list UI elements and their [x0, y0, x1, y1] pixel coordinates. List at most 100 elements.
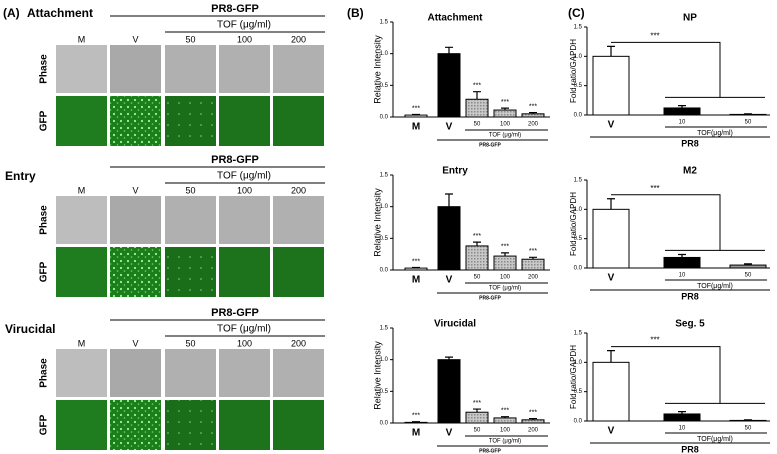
bar [465, 245, 489, 271]
column-label: 200 [291, 34, 306, 44]
x-tick-label: V [446, 275, 453, 286]
significance-label: *** [501, 99, 509, 106]
bar [493, 417, 517, 424]
x-tick-label: 100 [500, 275, 511, 281]
significance-label: *** [650, 184, 659, 193]
significance-label: *** [501, 244, 509, 251]
group-label: PR8-GFP [211, 154, 259, 166]
column-label: 200 [291, 338, 306, 348]
gfp-image [165, 96, 216, 146]
bar [437, 359, 461, 424]
block-title: Virucidal [5, 322, 55, 336]
error-bar [501, 252, 509, 257]
phase-image [219, 45, 270, 93]
error-bar [529, 256, 537, 260]
error-bar [445, 193, 453, 207]
y-tick-label: 0.0 [380, 268, 389, 274]
group-label: PR8-GFP [479, 142, 501, 148]
x-tick-label: 10 [679, 120, 686, 126]
column-label: 200 [291, 185, 306, 195]
y-tick-label: 1.5 [574, 178, 583, 184]
column-label: 100 [237, 338, 252, 348]
x-tick-label: 50 [474, 275, 481, 281]
gfp-image [56, 96, 107, 146]
group-label: PR8 [681, 291, 699, 301]
block-title: Entry [5, 169, 36, 183]
phase-image [219, 349, 270, 397]
error-bar [445, 46, 453, 54]
x-tick-label: 100 [500, 428, 511, 434]
gfp-image [56, 247, 107, 297]
bar [592, 208, 630, 269]
chart-title: Entry [442, 166, 468, 177]
group-label: PR8-GFP [211, 307, 259, 319]
column-label: 50 [185, 338, 195, 348]
significance-label: *** [529, 248, 537, 255]
error-bar [412, 266, 420, 269]
y-tick-label: 1.0 [380, 204, 389, 210]
y-axis-label: Fold ratio/GAPDH [569, 345, 578, 409]
bar [663, 256, 701, 269]
error-bar [744, 419, 752, 421]
group-label: PR8-GFP [479, 448, 501, 454]
bar [521, 258, 545, 271]
y-tick-label: 0.5 [380, 389, 389, 395]
row-label: GFP [39, 261, 50, 282]
bar [465, 411, 489, 424]
bar [521, 419, 545, 424]
y-tick-label: 1.0 [574, 360, 583, 366]
bar [465, 98, 489, 118]
y-tick-label: 0.0 [380, 421, 389, 427]
group-label: TOF (μg/ml) [489, 133, 521, 139]
error-bar [607, 350, 615, 363]
significance-label: *** [650, 31, 659, 40]
error-bar [445, 356, 453, 360]
y-tick-label: 0.0 [574, 419, 583, 425]
error-bar [678, 105, 686, 108]
chart-title: NP [683, 13, 697, 24]
group-label: PR8 [681, 444, 699, 454]
phase-image [56, 196, 107, 244]
bar [663, 107, 701, 116]
y-tick-label: 1.5 [380, 173, 389, 179]
bar [521, 113, 545, 118]
phase-image [56, 45, 107, 93]
phase-image [56, 349, 107, 397]
gfp-image [219, 96, 270, 146]
group-label: PR8-GFP [211, 3, 259, 15]
significance-label: *** [473, 233, 481, 240]
subgroup-label: TOF (μg/ml) [217, 324, 271, 335]
gfp-image [219, 247, 270, 297]
phase-image [110, 196, 161, 244]
group-label: PR8 [681, 138, 699, 148]
error-bar [678, 411, 686, 414]
significance-bracket [611, 41, 765, 98]
group-label: TOF(μg/ml) [697, 436, 733, 443]
gfp-image [273, 96, 324, 146]
phase-image [273, 45, 324, 93]
bar [437, 53, 461, 118]
row-label: Phase [39, 54, 50, 84]
gfp-image [219, 400, 270, 450]
bar [404, 421, 428, 424]
x-tick-label: 10 [679, 273, 686, 279]
y-axis-label: Fold ratio/GAPDH [569, 192, 578, 256]
gfp-image [165, 400, 216, 450]
x-tick-label: 50 [745, 426, 752, 432]
phase-image [165, 196, 216, 244]
group-label: TOF (μg/ml) [489, 286, 521, 292]
y-tick-label: 0.0 [574, 113, 583, 119]
y-tick-label: 0.0 [574, 266, 583, 272]
phase-image [165, 45, 216, 93]
panel-label: (B) [347, 6, 364, 20]
y-tick-label: 1.0 [380, 51, 389, 57]
gfp-image [273, 400, 324, 450]
phase-image [273, 349, 324, 397]
significance-label: *** [650, 336, 659, 345]
column-label: 50 [185, 34, 195, 44]
error-bar [607, 45, 615, 57]
y-axis-label: Relative Intensity [372, 188, 382, 257]
bar [729, 264, 767, 269]
group-label: TOF (μg/ml) [489, 439, 521, 445]
